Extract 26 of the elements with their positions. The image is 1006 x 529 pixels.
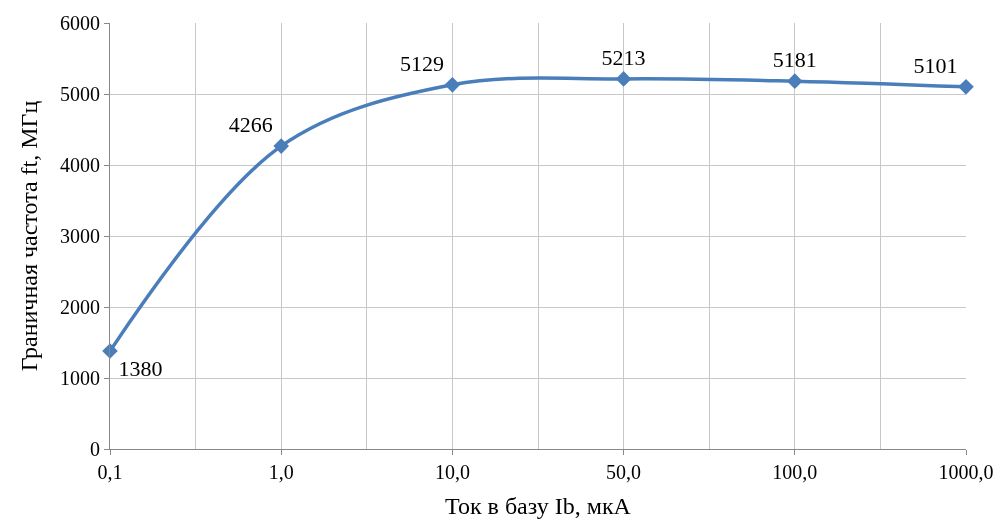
data-label: 5101 bbox=[913, 52, 958, 78]
x-tick-label: 50,0 bbox=[606, 461, 642, 483]
point bbox=[615, 71, 632, 87]
x-axis-title: Ток в базу Ib, мкА bbox=[445, 493, 632, 520]
x-tick-label: 100,0 bbox=[772, 461, 818, 483]
point bbox=[958, 79, 974, 95]
y-tick-label: 0 bbox=[90, 438, 100, 460]
x-tick-label: 1,0 bbox=[268, 461, 294, 483]
y-tick-label: 5000 bbox=[60, 83, 100, 105]
point bbox=[444, 77, 461, 93]
point bbox=[787, 73, 803, 89]
y-axis-title: Граничная частота ft, МГц bbox=[16, 100, 43, 372]
x-tick-label: 10,0 bbox=[434, 461, 470, 483]
x-tick-label: 0,1 bbox=[97, 461, 123, 483]
data-label: 5213 bbox=[601, 44, 646, 70]
data-label: 5181 bbox=[772, 47, 817, 73]
x-tick-label: 1000,0 bbox=[938, 461, 994, 483]
y-tick-label: 2000 bbox=[60, 296, 100, 318]
y-tick-label: 3000 bbox=[60, 225, 100, 247]
data-label: 5129 bbox=[399, 50, 444, 76]
y-tick-label: 4000 bbox=[60, 154, 100, 176]
y-tick-label: 6000 bbox=[60, 12, 100, 34]
point bbox=[273, 138, 289, 154]
data-label: 1380 bbox=[118, 356, 163, 382]
data-label: 4266 bbox=[228, 112, 273, 138]
y-tick-label: 1000 bbox=[60, 367, 100, 389]
